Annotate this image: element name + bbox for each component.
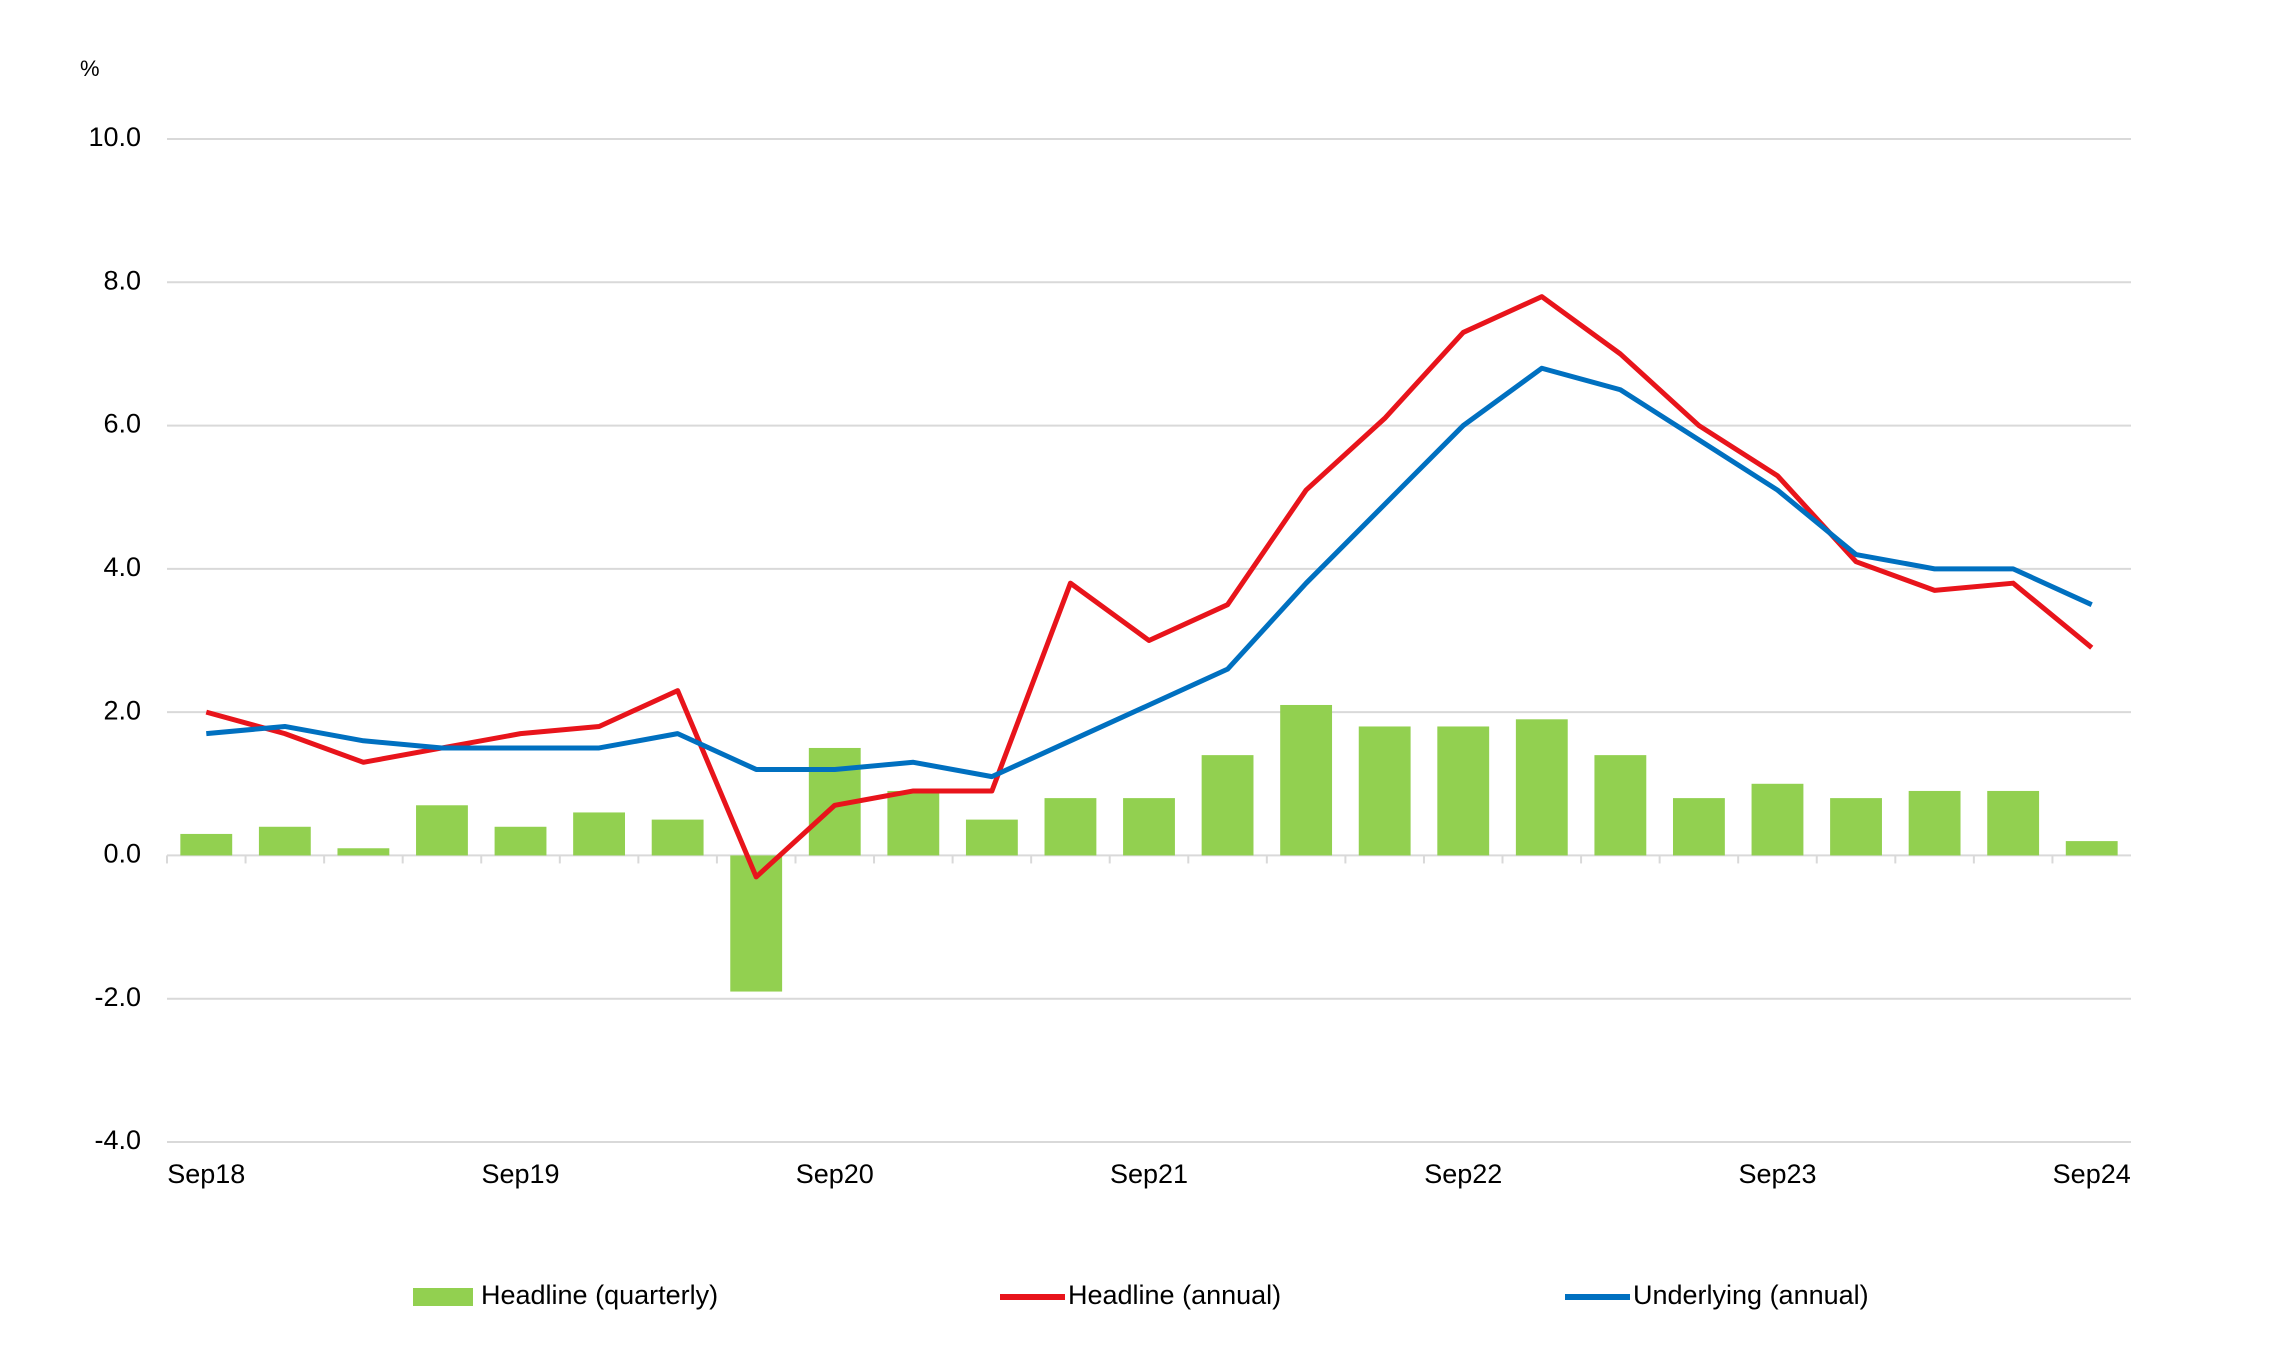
- x-tick-label: Sep22: [1424, 1159, 1502, 1189]
- bar: [651, 819, 704, 856]
- bar: [1908, 790, 1961, 856]
- bar: [494, 826, 547, 856]
- bar: [887, 790, 940, 856]
- bar: [1437, 726, 1490, 856]
- y-tick-label: -2.0: [94, 982, 141, 1012]
- bar: [1751, 783, 1804, 856]
- bar: [2065, 841, 2118, 856]
- x-tick-label: Sep19: [481, 1159, 559, 1189]
- bar: [1358, 726, 1411, 856]
- y-tick-label: 2.0: [103, 695, 141, 725]
- legend-swatch: [413, 1288, 473, 1306]
- bar: [1201, 755, 1254, 856]
- y-axis-unit: %: [80, 56, 100, 81]
- bar: [1280, 704, 1333, 856]
- y-tick-label: 4.0: [103, 552, 141, 582]
- x-tick-label: Sep24: [2053, 1159, 2131, 1189]
- bar: [1515, 719, 1568, 856]
- y-tick-label: 8.0: [103, 265, 141, 295]
- bar: [1987, 790, 2040, 856]
- bar: [180, 833, 233, 856]
- y-tick-label: 0.0: [103, 839, 141, 869]
- x-tick-label: Sep20: [796, 1159, 874, 1189]
- legend-label: Underlying (annual): [1633, 1280, 1869, 1310]
- line: [206, 365, 2093, 780]
- legend-label: Headline (annual): [1068, 1280, 1281, 1310]
- bar: [965, 819, 1018, 856]
- y-tick-label: 6.0: [103, 409, 141, 439]
- bar: [416, 805, 468, 856]
- bar: [258, 826, 311, 856]
- x-tick-label: Sep23: [1738, 1159, 1816, 1189]
- bar: [1594, 755, 1647, 856]
- bar: [337, 848, 390, 856]
- line: [205, 294, 2094, 880]
- bar: [1830, 798, 1882, 856]
- y-tick-label: 10.0: [88, 122, 141, 152]
- bar: [1044, 798, 1097, 856]
- legend-label: Headline (quarterly): [481, 1280, 718, 1310]
- x-tick-label: Sep18: [167, 1159, 245, 1189]
- bar: [1672, 798, 1725, 856]
- bar: [1123, 798, 1175, 856]
- bar: [573, 812, 626, 856]
- y-tick-label: -4.0: [94, 1125, 141, 1155]
- x-tick-label: Sep21: [1110, 1159, 1188, 1189]
